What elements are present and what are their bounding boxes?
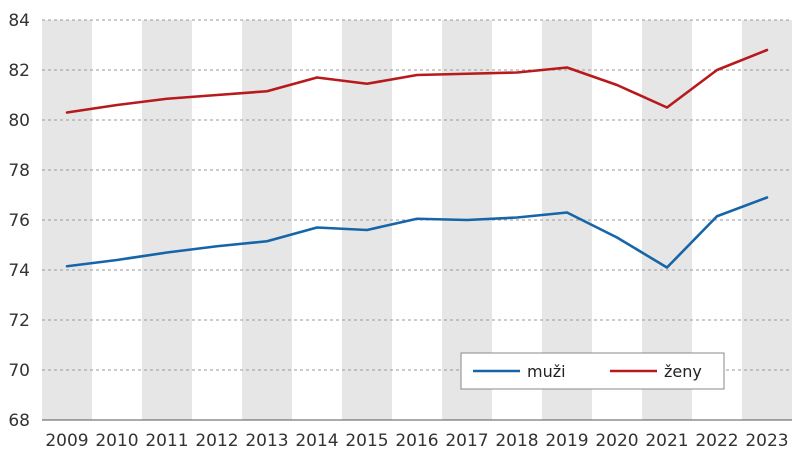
y-tick-label-78: 78 [8, 161, 30, 181]
x-tick-label-2020: 2020 [595, 431, 638, 451]
y-tick-label-72: 72 [8, 311, 30, 331]
legend: muži ženy [460, 352, 725, 390]
x-tick-label-2014: 2014 [295, 431, 338, 451]
y-tick-label-70: 70 [8, 361, 30, 381]
y-tick-label-76: 76 [8, 211, 30, 231]
x-tick-label-2010: 2010 [95, 431, 138, 451]
legend-label-muzi: muži [527, 362, 566, 381]
band-2023 [742, 20, 792, 420]
x-tick-label-2013: 2013 [245, 431, 288, 451]
x-tick-label-2023: 2023 [745, 431, 788, 451]
x-tick-label-2016: 2016 [395, 431, 438, 451]
x-tick-label-2012: 2012 [195, 431, 238, 451]
x-tick-label-2017: 2017 [445, 431, 488, 451]
y-tick-label-68: 68 [8, 411, 30, 431]
x-tick-label-2019: 2019 [545, 431, 588, 451]
x-axis-tick-labels: 2009 2010 2011 2012 2013 2014 2015 2016 2017 2018… [45, 431, 788, 451]
y-tick-label-80: 80 [8, 111, 30, 131]
y-axis-tick-labels: 68 70 72 74 76 78 80 82 84 [8, 11, 30, 431]
series-lines [65, 48, 769, 269]
x-tick-label-2022: 2022 [695, 431, 738, 451]
x-tick-label-2011: 2011 [145, 431, 188, 451]
y-tick-label-82: 82 [8, 61, 30, 81]
x-tick-label-2009: 2009 [45, 431, 88, 451]
legend-label-zeny: ženy [664, 362, 702, 381]
band-2011 [142, 20, 192, 420]
x-tick-label-2018: 2018 [495, 431, 538, 451]
y-tick-label-84: 84 [8, 11, 30, 31]
series-line-1 [65, 48, 769, 114]
y-tick-label-74: 74 [8, 261, 30, 281]
x-tick-label-2021: 2021 [645, 431, 688, 451]
x-tick-label-2015: 2015 [345, 431, 388, 451]
series-line-0 [65, 196, 769, 269]
